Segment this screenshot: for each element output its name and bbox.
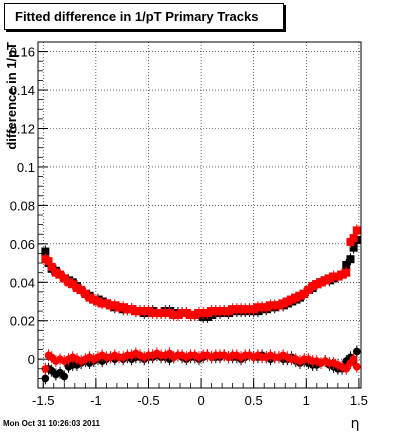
axes: -1.5 -1 -0.5 0 0.5 1 1.5 0 0.02 0.04 0.06 0.08 0.1 0.… <box>10 45 368 408</box>
x-axis-label: η <box>351 416 360 432</box>
series-1 <box>41 347 361 375</box>
chart-title-box: Fitted difference in 1/pT Primary Tracks <box>4 3 284 30</box>
y-tick-label: 0.02 <box>10 314 35 329</box>
y-tick-label: 0.1 <box>17 160 35 175</box>
y-tick-label: 0.04 <box>10 275 35 290</box>
y-tick-label: 0.16 <box>10 45 35 60</box>
chart-title: Fitted difference in 1/pT Primary Tracks <box>15 9 259 24</box>
footer-timestamp: Mon Oct 31 10:26:03 2011 <box>3 419 100 428</box>
series-3 <box>41 224 361 321</box>
x-tick-label: 1.5 <box>350 393 368 408</box>
x-tick-label: -1.5 <box>32 393 54 408</box>
x-tick-label: 0.5 <box>245 393 263 408</box>
x-tick-label: -0.5 <box>137 393 159 408</box>
y-axis-label: difference in 1/pT <box>4 42 19 150</box>
y-tick-label: 0.06 <box>10 237 35 252</box>
x-tick-label: -1 <box>90 393 102 408</box>
y-tick-label: 0 <box>28 352 35 367</box>
y-tick-label: 0.14 <box>10 83 35 98</box>
y-tick-label: 0.08 <box>10 198 35 213</box>
plot-frame <box>37 41 362 389</box>
grid-lines <box>38 42 361 388</box>
y-tick-label: 0.12 <box>10 122 35 137</box>
x-tick-label: 1 <box>303 393 310 408</box>
data-markers <box>41 224 361 385</box>
x-tick-label: 0 <box>197 393 204 408</box>
